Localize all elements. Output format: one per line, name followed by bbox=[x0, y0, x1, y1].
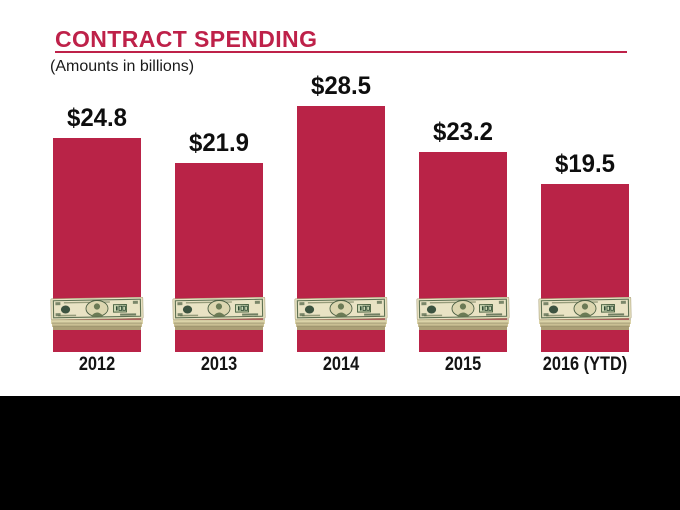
bar-category-label: 2015 bbox=[444, 354, 482, 375]
title-underline bbox=[55, 51, 627, 53]
bar-category-label: 2013 bbox=[200, 354, 238, 375]
chart-title: CONTRACT SPENDING bbox=[55, 26, 318, 52]
chart-subtitle: (Amounts in billions) bbox=[50, 58, 195, 75]
bar-value-label: $21.9 bbox=[188, 129, 250, 157]
money-stack-icon bbox=[50, 297, 144, 330]
money-stack-image bbox=[294, 297, 388, 331]
money-stack-icon bbox=[294, 297, 388, 330]
money-stack-image bbox=[416, 297, 510, 331]
money-stack-image bbox=[50, 297, 144, 331]
money-stack-image bbox=[538, 297, 632, 331]
money-stack-icon bbox=[172, 297, 266, 330]
bottom-black-band bbox=[0, 396, 680, 510]
bar-category-label: 2016 (YTD) bbox=[542, 354, 628, 375]
bar-category-label: 2012 bbox=[78, 354, 116, 375]
bar-value-label: $19.5 bbox=[554, 150, 616, 178]
money-stack-icon bbox=[416, 297, 510, 330]
money-stack-image bbox=[172, 297, 266, 331]
bar-category-label: 2014 bbox=[322, 354, 360, 375]
bar-value-label: $23.2 bbox=[432, 118, 494, 146]
bar-value-label: $24.8 bbox=[66, 104, 128, 132]
bar-value-label: $28.5 bbox=[310, 72, 372, 100]
money-stack-icon bbox=[538, 297, 632, 330]
